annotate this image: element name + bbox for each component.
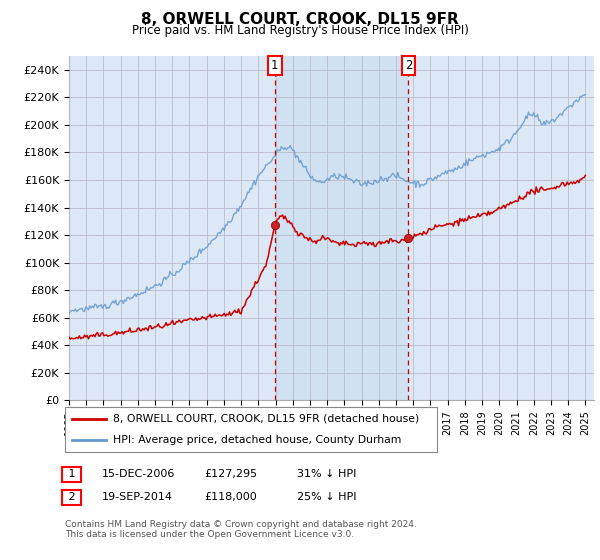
Text: 8, ORWELL COURT, CROOK, DL15 9FR: 8, ORWELL COURT, CROOK, DL15 9FR: [141, 12, 459, 27]
Text: 1: 1: [271, 59, 278, 72]
Text: 19-SEP-2014: 19-SEP-2014: [102, 492, 173, 502]
Text: 31% ↓ HPI: 31% ↓ HPI: [297, 469, 356, 479]
Text: 2: 2: [404, 59, 412, 72]
Text: 15-DEC-2006: 15-DEC-2006: [102, 469, 175, 479]
Text: Contains HM Land Registry data © Crown copyright and database right 2024.
This d: Contains HM Land Registry data © Crown c…: [65, 520, 416, 539]
Text: 25% ↓ HPI: 25% ↓ HPI: [297, 492, 356, 502]
Text: 2: 2: [65, 492, 79, 502]
Text: 8, ORWELL COURT, CROOK, DL15 9FR (detached house): 8, ORWELL COURT, CROOK, DL15 9FR (detach…: [113, 414, 419, 424]
Text: £127,295: £127,295: [204, 469, 257, 479]
Text: £118,000: £118,000: [204, 492, 257, 502]
Text: HPI: Average price, detached house, County Durham: HPI: Average price, detached house, Coun…: [113, 435, 401, 445]
Text: 1: 1: [65, 469, 79, 479]
Text: Price paid vs. HM Land Registry's House Price Index (HPI): Price paid vs. HM Land Registry's House …: [131, 24, 469, 36]
Bar: [275, 56, 409, 400]
